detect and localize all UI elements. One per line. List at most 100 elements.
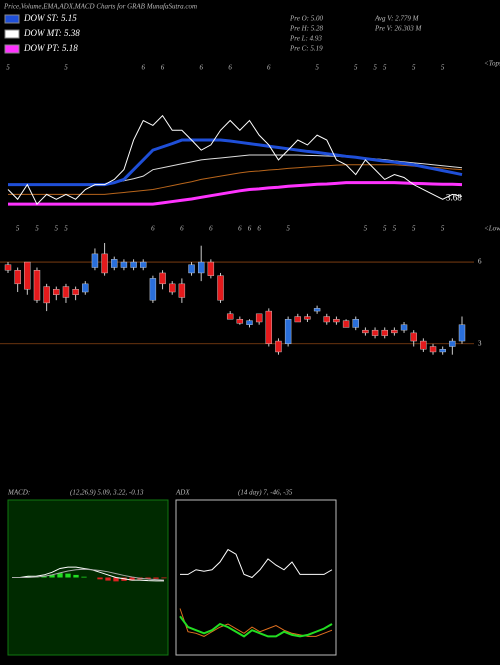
x-label: 5 bbox=[64, 225, 68, 233]
stat: Pre V: 26.303 M bbox=[374, 25, 422, 33]
x-label: 6 bbox=[248, 225, 252, 233]
candle-body bbox=[188, 264, 195, 274]
histogram-bar bbox=[65, 573, 71, 578]
candle-body bbox=[207, 261, 215, 276]
candle-body bbox=[400, 324, 408, 331]
x-label: 5 bbox=[441, 64, 445, 72]
candle-body bbox=[236, 319, 244, 324]
legend-swatch bbox=[4, 14, 20, 24]
candle-body bbox=[362, 329, 369, 334]
x-label: 6 bbox=[180, 225, 184, 233]
candle-body bbox=[91, 253, 99, 268]
histogram-bar bbox=[161, 577, 167, 579]
last-value: 3.68 bbox=[446, 192, 462, 202]
candle-body bbox=[62, 286, 70, 298]
histogram-bar bbox=[81, 576, 87, 578]
histogram-bar bbox=[153, 577, 159, 579]
candle-body bbox=[178, 283, 186, 298]
series-line bbox=[180, 548, 333, 579]
candle-body bbox=[284, 319, 292, 344]
stat: Pre O: 5.00 bbox=[289, 15, 323, 23]
x-label: 5 bbox=[354, 64, 358, 72]
x-label: 6 bbox=[238, 225, 242, 233]
histogram-bar bbox=[73, 574, 79, 578]
histogram-bar bbox=[97, 577, 103, 580]
candle-body bbox=[294, 316, 301, 323]
stat: Pre H: 5.28 bbox=[289, 25, 323, 33]
x-label: 5 bbox=[383, 225, 387, 233]
series-line bbox=[8, 181, 463, 206]
candle-body bbox=[323, 316, 330, 323]
x-label: 5 bbox=[6, 64, 10, 72]
candle-body bbox=[24, 261, 31, 290]
candle-body bbox=[111, 259, 118, 268]
candle-body bbox=[371, 329, 379, 336]
histogram-bar bbox=[105, 577, 111, 581]
candle-body bbox=[458, 324, 466, 342]
stat: Avg V: 2.779 M bbox=[374, 15, 420, 23]
histogram-bar bbox=[25, 576, 31, 578]
candle-body bbox=[255, 313, 263, 323]
series-line bbox=[179, 615, 333, 638]
x-label: 5 bbox=[35, 225, 39, 233]
y-tick-label: 6 bbox=[478, 258, 482, 266]
candle-body bbox=[333, 319, 340, 323]
histogram-bar bbox=[129, 577, 135, 581]
series-line bbox=[8, 154, 463, 186]
x-label: 5 bbox=[315, 64, 319, 72]
candle-body bbox=[197, 261, 205, 274]
stat: Pre L: 4.93 bbox=[289, 35, 322, 43]
panel-subtitle: (14 day) 7, -46, -35 bbox=[238, 489, 293, 497]
candle-body bbox=[14, 270, 21, 285]
y-tick-label: 3 bbox=[478, 339, 482, 347]
candle-body bbox=[265, 310, 273, 344]
stat: Pre C: 5.19 bbox=[289, 45, 323, 53]
x-label: 6 bbox=[199, 64, 203, 72]
x-label: 5 bbox=[64, 64, 68, 72]
histogram-bar bbox=[145, 577, 151, 580]
candle-body bbox=[391, 329, 398, 334]
x-label: 6 bbox=[151, 225, 155, 233]
panel-title: MACD: bbox=[7, 489, 30, 497]
candle-body bbox=[439, 349, 446, 353]
x-label: 5 bbox=[412, 64, 416, 72]
candle-body bbox=[381, 329, 388, 336]
panel-note: <Tops bbox=[484, 60, 500, 68]
candle-body bbox=[313, 308, 321, 312]
candle-body bbox=[342, 320, 350, 328]
panel-note: <Lows bbox=[484, 225, 500, 233]
candle-body bbox=[226, 313, 234, 320]
x-label: 5 bbox=[383, 64, 387, 72]
page-title: Price,Volume,EMA,ADX,MACD Charts for GRA… bbox=[3, 3, 197, 11]
series-line bbox=[7, 114, 463, 206]
candle-body bbox=[82, 283, 89, 293]
candle-body bbox=[217, 275, 224, 301]
candle-body bbox=[149, 278, 157, 301]
x-label: 5 bbox=[412, 225, 416, 233]
candle-body bbox=[429, 346, 437, 353]
candle-body bbox=[120, 261, 128, 268]
x-label: 6 bbox=[141, 64, 145, 72]
candle-body bbox=[449, 340, 456, 347]
x-label: 5 bbox=[286, 225, 290, 233]
x-label: 5 bbox=[441, 225, 445, 233]
panel-title: ADX bbox=[175, 489, 190, 497]
series-line bbox=[8, 138, 463, 187]
candle-body bbox=[352, 319, 359, 328]
legend-label: DOW PT: 5.18 bbox=[23, 43, 78, 53]
x-label: 5 bbox=[364, 225, 368, 233]
series-line bbox=[12, 568, 165, 581]
candle-body bbox=[304, 316, 311, 320]
x-label: 6 bbox=[209, 225, 213, 233]
histogram-bar bbox=[41, 576, 47, 578]
candle-body bbox=[72, 289, 79, 295]
candle-body bbox=[101, 253, 108, 274]
candle-body bbox=[275, 340, 282, 353]
panel-subtitle: (12,26,9) 5.09, 3.22, -0.13 bbox=[70, 489, 144, 497]
x-label: 6 bbox=[161, 64, 165, 72]
legend-label: DOW ST: 5.15 bbox=[23, 13, 77, 23]
x-label: 6 bbox=[267, 64, 271, 72]
x-label: 6 bbox=[257, 225, 261, 233]
histogram-bar bbox=[57, 573, 63, 578]
candle-body bbox=[130, 261, 137, 268]
